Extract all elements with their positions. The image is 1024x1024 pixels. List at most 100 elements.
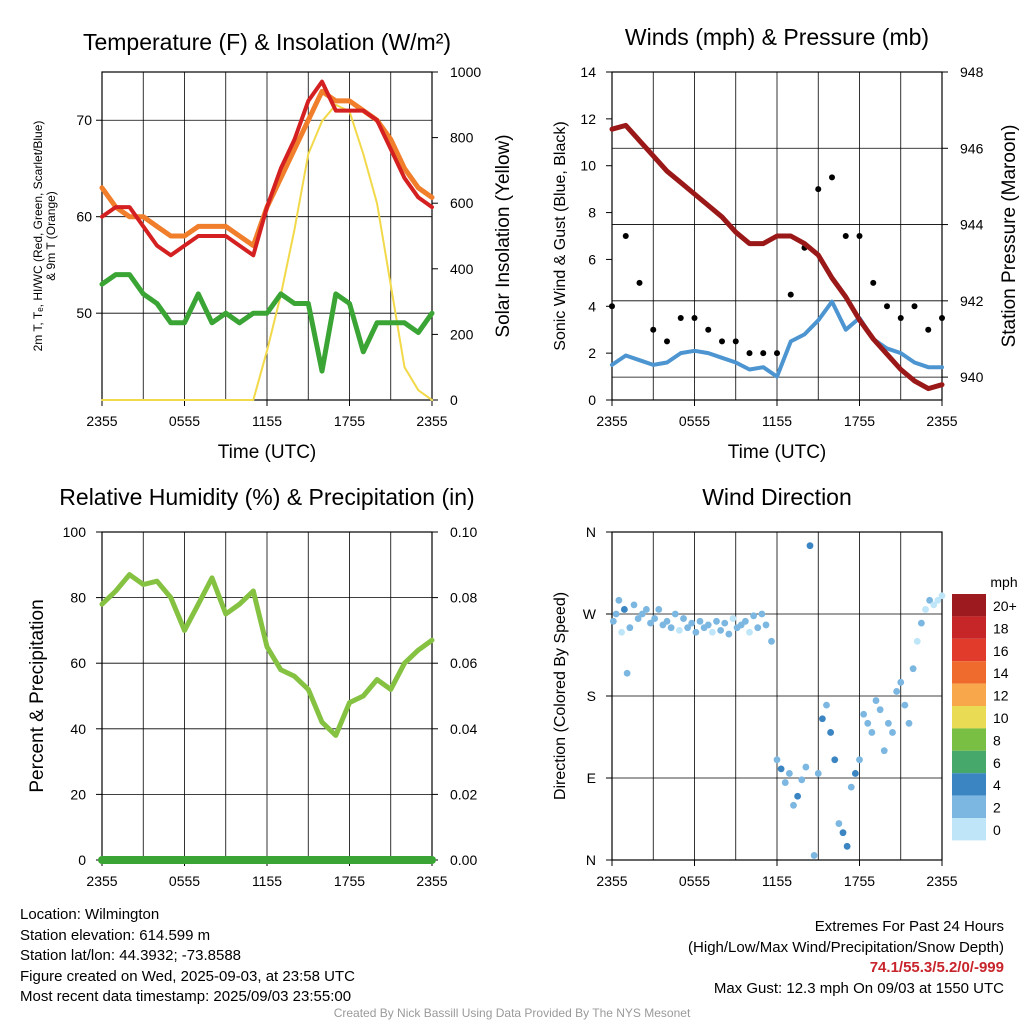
series-line-red <box>100 79 434 258</box>
direction-point <box>913 637 921 645</box>
y-tick-label-left: 40 <box>70 721 86 737</box>
x-axis-label: Time (UTC) <box>728 442 827 463</box>
x-tick-label: 1755 <box>334 873 365 889</box>
y-tick-label-left: 6 <box>588 251 596 267</box>
legend-label: 20+ <box>993 598 1017 614</box>
x-tick-label: 2355 <box>926 873 957 889</box>
extremes-fields: (High/Low/Max Wind/Precipitation/Snow De… <box>688 938 1004 956</box>
x-tick-label: 2355 <box>416 413 447 429</box>
direction-point <box>781 779 789 786</box>
direction-point <box>823 701 830 709</box>
y-tick-label-right: 0.06 <box>450 655 477 671</box>
legend-swatch <box>952 638 986 662</box>
direction-point <box>638 610 646 618</box>
y-tick-label-left: 0 <box>78 852 86 868</box>
extremes-panel: Extremes For Past 24 Hours (High/Low/Max… <box>688 917 1004 999</box>
legend-label: 16 <box>993 643 1009 659</box>
gust-point <box>677 315 684 321</box>
direction-point <box>758 610 766 618</box>
legend-swatch <box>952 773 986 796</box>
extremes-values: 74.1/55.3/5.2/0/-999 <box>869 959 1004 976</box>
y-tick-label-right: 0.04 <box>450 721 477 737</box>
direction-point <box>773 756 781 764</box>
direction-point <box>930 601 938 609</box>
y-tick-label-left: 12 <box>580 111 596 127</box>
direction-point <box>790 801 797 809</box>
y-tick-label-right: 800 <box>450 130 474 146</box>
direction-point <box>729 615 737 622</box>
gust-point <box>609 303 615 310</box>
legend-title: mph <box>990 574 1017 590</box>
direction-point <box>623 669 631 677</box>
y-axis-label-left: & 9m T (Orange) <box>44 191 58 281</box>
x-tick-label: 1155 <box>252 873 282 889</box>
direction-point <box>806 542 814 550</box>
series-line-yellow <box>101 103 433 401</box>
direction-point <box>856 756 863 764</box>
gust-point <box>787 291 794 298</box>
y-axis-label-left: 2m T, Tₑ, HI/WC (Red, Green, Scarlet/Blu… <box>31 121 45 352</box>
direction-point <box>785 770 793 777</box>
y-tick-label-right: 0.08 <box>450 590 477 606</box>
y-tick-label-right: 1000 <box>450 64 481 80</box>
direction-point <box>651 615 659 622</box>
panel-title: Winds (mph) & Pressure (mb) <box>625 24 929 50</box>
gust-point <box>664 338 670 345</box>
gust-point <box>732 338 739 345</box>
direction-point <box>839 829 847 837</box>
legend-label: 12 <box>993 688 1009 704</box>
direction-point <box>884 719 892 727</box>
direction-point <box>642 606 650 613</box>
x-tick-label: 2355 <box>416 873 447 889</box>
direction-point <box>620 606 628 613</box>
direction-point <box>934 596 942 604</box>
winds-panel: Winds (mph) & Pressure (mb) 0 2 4 6 8 10 12 14 94… <box>552 24 1020 463</box>
extremes-title: Extremes For Past 24 Hours <box>814 918 1004 935</box>
direction-point <box>754 624 762 632</box>
elevation-text: Station elevation: 614.599 m <box>20 926 211 944</box>
x-tick-label: 2355 <box>86 413 117 429</box>
x-tick-label: 1755 <box>844 873 875 889</box>
direction-point <box>762 621 770 629</box>
y-tick-label-right: 600 <box>450 195 474 211</box>
legend-swatch <box>952 594 986 617</box>
humidity-panel: Relative Humidity (%) & Precipitation (i… <box>27 484 477 889</box>
gust-point <box>897 315 904 321</box>
legend-swatch <box>952 750 986 774</box>
x-tick-label: 1755 <box>844 413 875 429</box>
direction-point <box>847 783 855 791</box>
gust-point <box>636 279 643 286</box>
direction-point <box>647 619 654 627</box>
direction-point <box>630 601 638 609</box>
x-tick-label: 2355 <box>596 413 627 429</box>
y-tick-label-left: 8 <box>588 205 596 221</box>
direction-point <box>831 756 839 764</box>
y-tick-label-right: 0.00 <box>450 852 477 868</box>
y-tick-label-left: 20 <box>70 786 86 802</box>
y-axis-label-right: Station Pressure (Maroon) <box>999 125 1020 348</box>
x-tick-label: 0555 <box>169 413 200 429</box>
x-tick-label: 0555 <box>169 873 200 889</box>
panel-title: Wind Direction <box>702 484 852 510</box>
direction-point <box>905 719 913 727</box>
speed-legend: mph 20+ 18 16 14 12 10 8 6 4 2 0 <box>952 574 1018 841</box>
x-tick-label: 2355 <box>926 413 957 429</box>
gust-point <box>842 233 849 239</box>
direction-point <box>692 628 700 636</box>
direction-point <box>750 612 758 620</box>
x-tick-label: 0555 <box>679 413 710 429</box>
direction-point <box>851 770 859 777</box>
gust-point <box>719 338 725 345</box>
direction-point <box>725 630 733 638</box>
y-tick-label-right: 0 <box>450 392 458 408</box>
gust-point <box>856 233 863 239</box>
y-tick-label-left: 14 <box>580 64 596 80</box>
x-tick-label: 2355 <box>596 873 627 889</box>
location-text: Location: Wilmington <box>20 906 160 923</box>
gust-point <box>925 326 932 333</box>
gust-point <box>870 279 877 286</box>
direction-point <box>717 627 725 634</box>
direction-point <box>696 617 704 625</box>
gust-point <box>705 326 712 333</box>
direction-point <box>897 678 905 686</box>
